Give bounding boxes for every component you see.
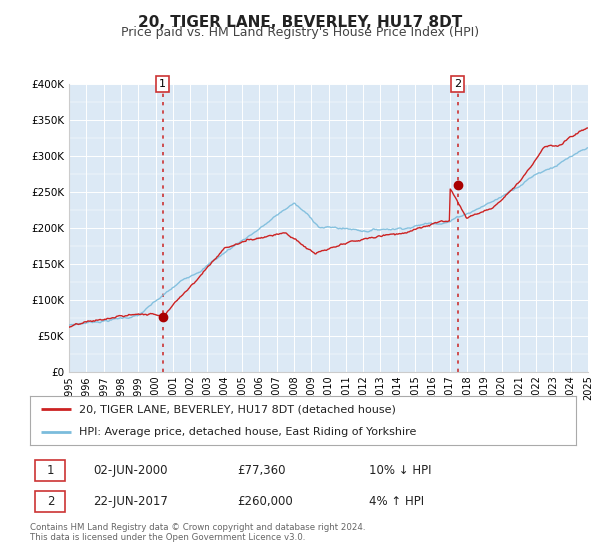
Text: This data is licensed under the Open Government Licence v3.0.: This data is licensed under the Open Gov… <box>30 533 305 542</box>
Text: Contains HM Land Registry data © Crown copyright and database right 2024.: Contains HM Land Registry data © Crown c… <box>30 523 365 532</box>
Text: 1: 1 <box>47 464 54 477</box>
Text: Price paid vs. HM Land Registry's House Price Index (HPI): Price paid vs. HM Land Registry's House … <box>121 26 479 39</box>
FancyBboxPatch shape <box>35 460 65 482</box>
Text: HPI: Average price, detached house, East Riding of Yorkshire: HPI: Average price, detached house, East… <box>79 427 416 437</box>
Text: 2: 2 <box>47 495 54 508</box>
Text: £260,000: £260,000 <box>238 495 293 508</box>
Text: 22-JUN-2017: 22-JUN-2017 <box>93 495 167 508</box>
Text: 20, TIGER LANE, BEVERLEY, HU17 8DT (detached house): 20, TIGER LANE, BEVERLEY, HU17 8DT (deta… <box>79 404 396 414</box>
FancyBboxPatch shape <box>35 491 65 512</box>
Text: 20, TIGER LANE, BEVERLEY, HU17 8DT: 20, TIGER LANE, BEVERLEY, HU17 8DT <box>138 15 462 30</box>
Text: 2: 2 <box>454 79 461 89</box>
Text: £77,360: £77,360 <box>238 464 286 477</box>
Text: 4% ↑ HPI: 4% ↑ HPI <box>368 495 424 508</box>
Text: 02-JUN-2000: 02-JUN-2000 <box>93 464 167 477</box>
Text: 10% ↓ HPI: 10% ↓ HPI <box>368 464 431 477</box>
Text: 1: 1 <box>159 79 166 89</box>
